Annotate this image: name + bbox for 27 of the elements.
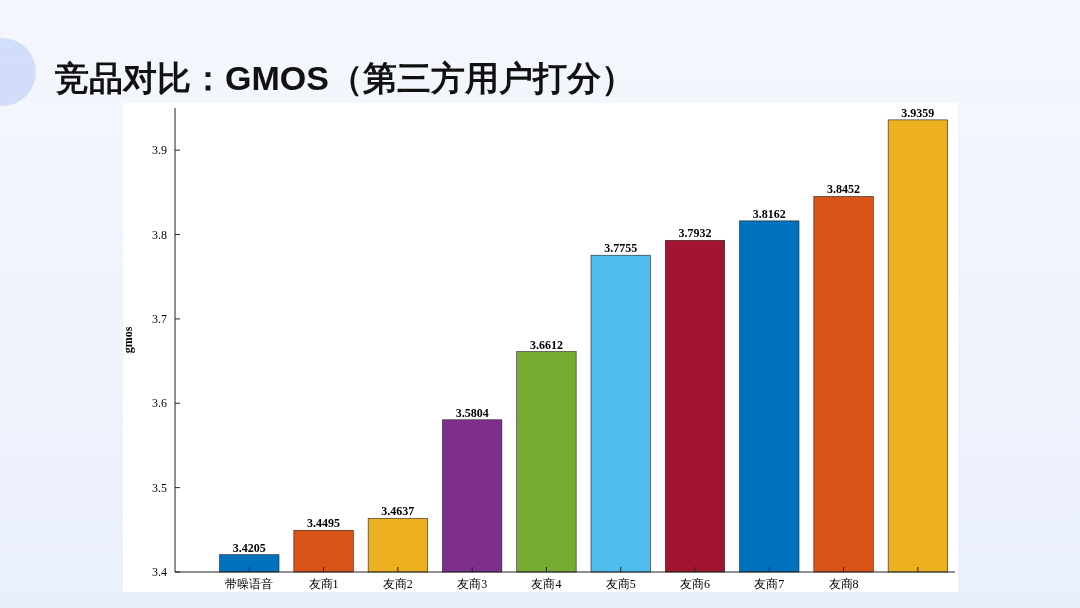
chart-title: 竞品对比：GMOS（第三方用户打分）	[55, 59, 635, 97]
x-tick-label: 友商6	[680, 577, 710, 591]
y-tick-label: 3.7	[152, 311, 167, 326]
x-tick-label: 友商3	[457, 577, 488, 591]
x-tick-label: 友商1	[308, 577, 339, 591]
data-label: 3.4637	[381, 504, 415, 519]
y-tick-label: 3.8	[152, 227, 167, 242]
data-label: 3.4495	[307, 516, 341, 531]
data-label: 3.8452	[827, 182, 861, 197]
x-tick-label: 友商7	[754, 577, 785, 591]
data-label: 3.7932	[678, 226, 712, 241]
y-tick-label: 3.4	[152, 565, 167, 579]
x-tick-label: 友商8	[828, 577, 859, 591]
y-tick-label: 3.5	[152, 480, 167, 495]
y-tick-label: 3.9	[152, 143, 167, 158]
data-label: 3.5804	[455, 405, 489, 420]
x-tick-label: 友商2	[382, 577, 413, 591]
data-label: 3.9359	[901, 105, 935, 120]
x-tick-label: 友商5	[605, 577, 636, 591]
x-tick-label: 带噪语音	[225, 577, 274, 591]
data-label: 3.4205	[232, 540, 266, 555]
data-label: 3.6612	[529, 337, 563, 352]
x-tick-label: 友商4	[531, 577, 562, 591]
data-label: 3.7755	[604, 241, 638, 256]
data-label: 3.8162	[752, 206, 786, 221]
y-axis-title: gmos	[121, 326, 135, 354]
y-tick-label: 3.6	[152, 396, 167, 411]
